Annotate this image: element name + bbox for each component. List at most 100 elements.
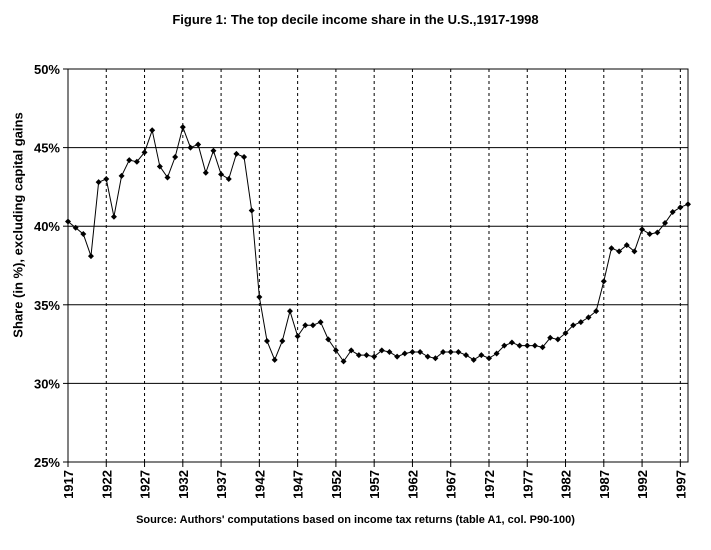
data-point-marker (332, 347, 339, 354)
data-point-marker (164, 174, 171, 181)
x-tick-label: 1987 (597, 470, 612, 499)
data-series (65, 124, 691, 365)
x-tick-label: 1917 (61, 470, 76, 499)
data-point-marker (623, 242, 630, 249)
data-point-marker (639, 226, 646, 233)
gridlines (68, 68, 688, 463)
data-point-marker (677, 204, 684, 211)
data-point-marker (570, 322, 577, 329)
data-point-marker (562, 330, 569, 337)
data-point-marker (141, 149, 148, 156)
data-point-marker (401, 350, 408, 357)
y-tick-label: 50% (34, 62, 60, 77)
data-point-marker (241, 154, 248, 161)
data-point-marker (317, 319, 324, 326)
x-tick-label: 1952 (329, 470, 344, 499)
data-point-marker (363, 352, 370, 359)
x-tick-label: 1972 (482, 470, 497, 499)
x-tick-label: 1922 (99, 470, 114, 499)
chart-title: Figure 1: The top decile income share in… (172, 12, 539, 27)
x-tick-label: 1977 (520, 470, 535, 499)
data-point-marker (508, 339, 515, 346)
data-point-marker (554, 336, 561, 343)
data-point-marker (126, 157, 133, 164)
data-point-marker (424, 353, 431, 360)
data-point-marker (294, 333, 301, 340)
x-tick-label: 1937 (214, 470, 229, 499)
data-point-marker (547, 334, 554, 341)
data-point-marker (608, 245, 615, 252)
x-tick-label: 1982 (559, 470, 574, 499)
series-line (67, 125, 689, 363)
data-point-marker (103, 176, 110, 183)
data-point-marker (286, 308, 293, 315)
data-point-marker (662, 220, 669, 227)
y-axis-ticks: 25% 30% 35% 40% 45% 50% (34, 62, 68, 470)
data-point-marker (478, 352, 485, 359)
data-point-marker (95, 179, 102, 186)
data-point-marker (455, 348, 462, 355)
data-point-marker (195, 141, 202, 148)
data-point-marker (256, 293, 263, 300)
data-point-marker (378, 347, 385, 354)
data-point-marker (156, 163, 163, 170)
x-tick-label: 1967 (444, 470, 459, 499)
data-point-marker (685, 201, 691, 208)
data-point-marker (340, 358, 347, 365)
data-point-marker (516, 342, 523, 349)
data-point-marker (394, 353, 401, 360)
data-point-marker (386, 348, 393, 355)
x-tick-label: 1997 (673, 470, 688, 499)
y-tick-label: 40% (34, 219, 60, 234)
x-tick-label: 1932 (176, 470, 191, 499)
data-point-marker (669, 209, 676, 216)
data-point-marker (531, 342, 538, 349)
x-axis-ticks: 1917 1922 1927 1932 1937 1942 1947 1952 1957 1962… (61, 462, 688, 499)
data-point-marker (248, 207, 255, 214)
y-tick-label: 35% (34, 298, 60, 313)
data-point-marker (133, 158, 140, 165)
data-point-marker (600, 278, 607, 285)
data-point-marker (447, 348, 454, 355)
data-point-marker (187, 144, 194, 151)
data-point-marker (225, 176, 232, 183)
data-point-marker (646, 231, 653, 238)
data-point-marker (501, 342, 508, 349)
data-point-marker (65, 218, 71, 225)
data-point-marker (463, 352, 470, 359)
data-point-marker (631, 248, 638, 255)
data-point-marker (348, 347, 355, 354)
data-point-marker (118, 172, 125, 179)
data-point-marker (110, 213, 117, 220)
data-point-marker (616, 248, 623, 255)
data-point-marker (409, 348, 416, 355)
data-point-marker (493, 350, 500, 357)
data-point-marker (577, 319, 584, 326)
data-point-marker (355, 352, 362, 359)
data-point-marker (470, 356, 477, 363)
data-point-marker (87, 253, 94, 260)
data-point-marker (654, 229, 661, 236)
data-point-marker (593, 308, 600, 315)
data-point-marker (485, 355, 492, 362)
data-point-marker (271, 356, 278, 363)
x-tick-label: 1942 (252, 470, 267, 499)
data-point-marker (72, 224, 79, 231)
data-point-marker (309, 322, 316, 329)
y-tick-label: 25% (34, 455, 60, 470)
data-point-marker (149, 127, 156, 134)
data-point-marker (233, 150, 240, 157)
data-point-marker (172, 154, 179, 161)
y-tick-label: 30% (34, 376, 60, 391)
x-tick-label: 1947 (291, 470, 306, 499)
x-tick-label: 1957 (367, 470, 382, 499)
data-point-marker (539, 344, 546, 351)
data-point-marker (202, 169, 209, 176)
data-point-marker (585, 314, 592, 321)
data-point-marker (417, 348, 424, 355)
data-point-marker (279, 337, 286, 344)
data-point-marker (210, 147, 217, 154)
x-tick-label: 1962 (405, 470, 420, 499)
data-point-marker (440, 348, 447, 355)
y-tick-label: 45% (34, 141, 60, 156)
